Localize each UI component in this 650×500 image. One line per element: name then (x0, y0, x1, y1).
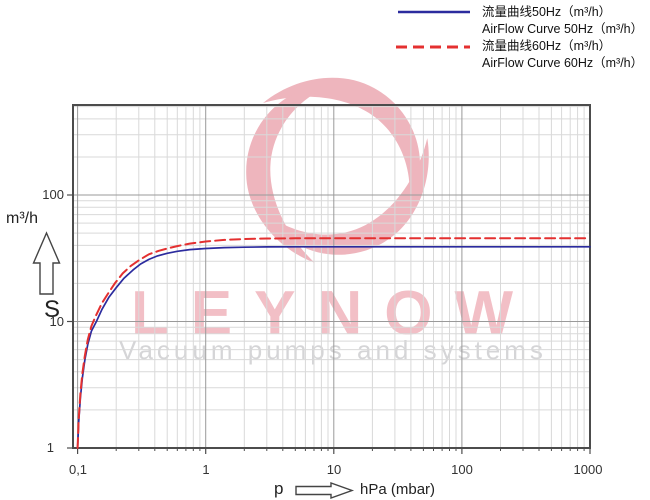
y-tick-10: 10 (49, 314, 64, 329)
legend-swatch-50hz (398, 10, 470, 14)
logo-blade-1 (263, 77, 420, 202)
legend-label-50hz-en: AirFlow Curve 50Hz（m³/h） (482, 22, 644, 36)
x-axis-right-arrow-icon (295, 482, 355, 499)
y-axis-up-arrow-icon (32, 231, 61, 295)
y-tick-1: 1 (46, 440, 54, 455)
x-axis-symbol: p (274, 479, 284, 498)
legend-label-50hz-cn: 流量曲线50Hz（m³/h） (482, 5, 612, 19)
x-tick-1000: 1000 (573, 462, 603, 477)
legend-label-60hz-en: AirFlow Curve 60Hz（m³/h） (482, 56, 644, 70)
x-tick-100: 100 (451, 462, 473, 477)
legend-swatch-60hz (396, 45, 470, 49)
y-axis-symbol: S (44, 296, 61, 323)
x-tick-1: 1 (202, 462, 210, 477)
legend: 流量曲线50Hz（m³/h） AirFlow Curve 50Hz（m³/h） … (395, 2, 650, 74)
x-axis-unit-label: hPa (mbar) (360, 481, 436, 498)
grid-major-lines (73, 105, 590, 448)
leynow-logo-watermark (246, 77, 429, 263)
data-curves (76, 237, 591, 449)
y-tick-100: 100 (42, 187, 64, 202)
y-axis-unit-label: m³/h (6, 210, 38, 227)
x-tick-10: 10 (326, 462, 342, 477)
logo-blade-2 (268, 138, 429, 255)
plot-frame (72, 104, 591, 449)
x-tick-0p1: 0,1 (68, 462, 88, 477)
grid-minor-lines (73, 105, 590, 448)
legend-label-60hz-cn: 流量曲线60Hz（m³/h） (482, 39, 612, 53)
curve-60hz (76, 237, 591, 449)
